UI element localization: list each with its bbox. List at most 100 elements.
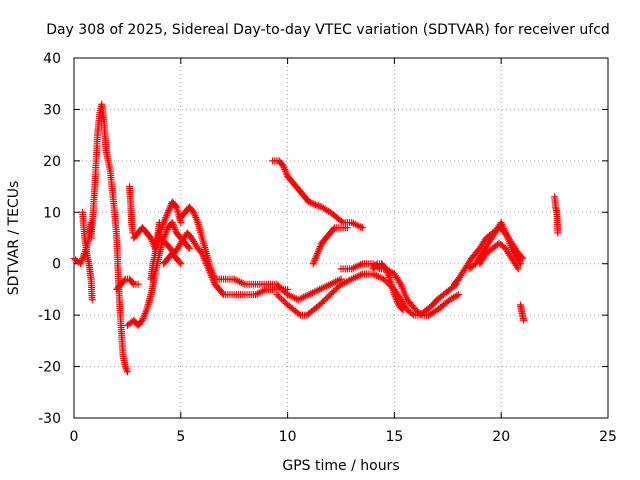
y-tick-label: 30	[43, 102, 61, 118]
data-point	[305, 198, 313, 206]
data-point	[393, 296, 401, 304]
data-point	[129, 279, 137, 287]
data-point	[280, 164, 288, 172]
data-point	[141, 309, 149, 317]
data-point	[372, 261, 380, 269]
data-point	[316, 244, 324, 252]
data-point	[520, 316, 528, 324]
data-point	[147, 234, 155, 242]
x-tick-label: 0	[70, 429, 79, 445]
data-point	[279, 296, 287, 304]
data-point	[325, 292, 333, 300]
data-point	[309, 260, 317, 268]
data-point	[382, 265, 390, 273]
data-point	[343, 224, 351, 232]
data-point	[282, 169, 290, 177]
data-point	[123, 368, 131, 376]
data-point	[123, 366, 131, 374]
y-tick-label: -30	[38, 411, 61, 427]
data-point	[163, 227, 171, 235]
data-points	[70, 100, 562, 376]
data-point	[311, 256, 319, 264]
data-point	[358, 224, 366, 232]
data-point	[274, 292, 282, 300]
data-point	[316, 203, 324, 210]
data-point	[170, 222, 178, 230]
axis-ticks: 0 5 10 15 20 25 -30 -20 -10 0 10 20 30 40	[38, 51, 617, 445]
data-point	[190, 210, 198, 218]
data-point	[207, 265, 215, 273]
data-point	[417, 310, 425, 318]
data-point	[281, 298, 289, 306]
data-point	[334, 283, 342, 291]
data-point	[281, 288, 289, 296]
data-point	[207, 267, 215, 275]
x-tick-label: 25	[599, 429, 617, 445]
data-point	[328, 289, 336, 297]
data-point	[79, 255, 87, 263]
data-point	[322, 295, 330, 303]
data-point	[393, 297, 401, 305]
data-point	[384, 270, 392, 278]
data-point	[315, 246, 323, 254]
data-point	[315, 202, 323, 210]
data-point	[338, 217, 346, 225]
data-point	[209, 270, 217, 278]
data-point	[330, 225, 338, 233]
data-point	[311, 201, 319, 209]
data-point	[380, 275, 388, 283]
data-point	[190, 208, 198, 216]
data-point	[316, 243, 324, 251]
data-point	[273, 291, 281, 299]
data-point	[514, 265, 522, 273]
data-point	[155, 219, 163, 227]
y-tick-label: 0	[52, 257, 61, 273]
data-point	[122, 364, 130, 372]
data-point	[316, 301, 324, 309]
data-point	[166, 203, 174, 211]
data-point	[398, 305, 406, 313]
data-point	[142, 308, 150, 316]
y-tick-label: -10	[38, 308, 61, 324]
data-point	[177, 260, 185, 268]
data-point	[310, 258, 318, 266]
data-point	[161, 231, 169, 239]
data-point	[162, 229, 170, 237]
data-point	[77, 258, 85, 266]
plot-frame	[73, 57, 609, 419]
y-tick-label: 10	[43, 205, 61, 221]
data-point	[279, 286, 287, 294]
data-point	[513, 263, 521, 271]
data-point	[140, 311, 148, 319]
data-point	[165, 207, 173, 215]
x-axis-label: GPS time / hours	[282, 458, 399, 474]
data-point	[323, 294, 331, 302]
data-point	[140, 313, 148, 321]
data-point	[193, 217, 201, 225]
data-point	[171, 202, 179, 210]
x-tick-label: 20	[492, 429, 510, 445]
data-point	[385, 272, 393, 280]
x-tick-label: 15	[385, 429, 403, 445]
data-point	[554, 229, 562, 237]
data-point	[277, 295, 285, 303]
data-point	[192, 213, 200, 221]
data-point	[169, 220, 177, 228]
data-point	[164, 208, 172, 216]
data-point	[78, 256, 86, 264]
data-point	[170, 224, 178, 232]
data-point	[396, 279, 404, 287]
data-point	[453, 292, 461, 300]
data-point	[165, 205, 173, 213]
data-point	[313, 201, 321, 209]
data-point	[310, 200, 318, 208]
data-point	[281, 167, 289, 175]
data-point	[276, 283, 284, 291]
data-point	[332, 285, 340, 293]
data-point	[392, 294, 400, 302]
data-point	[218, 289, 226, 297]
data-point	[184, 243, 192, 251]
data-point	[160, 217, 168, 225]
data-point	[383, 278, 391, 286]
